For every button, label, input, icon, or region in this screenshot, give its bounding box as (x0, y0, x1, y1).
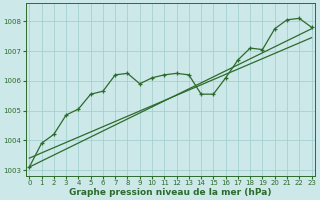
X-axis label: Graphe pression niveau de la mer (hPa): Graphe pression niveau de la mer (hPa) (69, 188, 272, 197)
